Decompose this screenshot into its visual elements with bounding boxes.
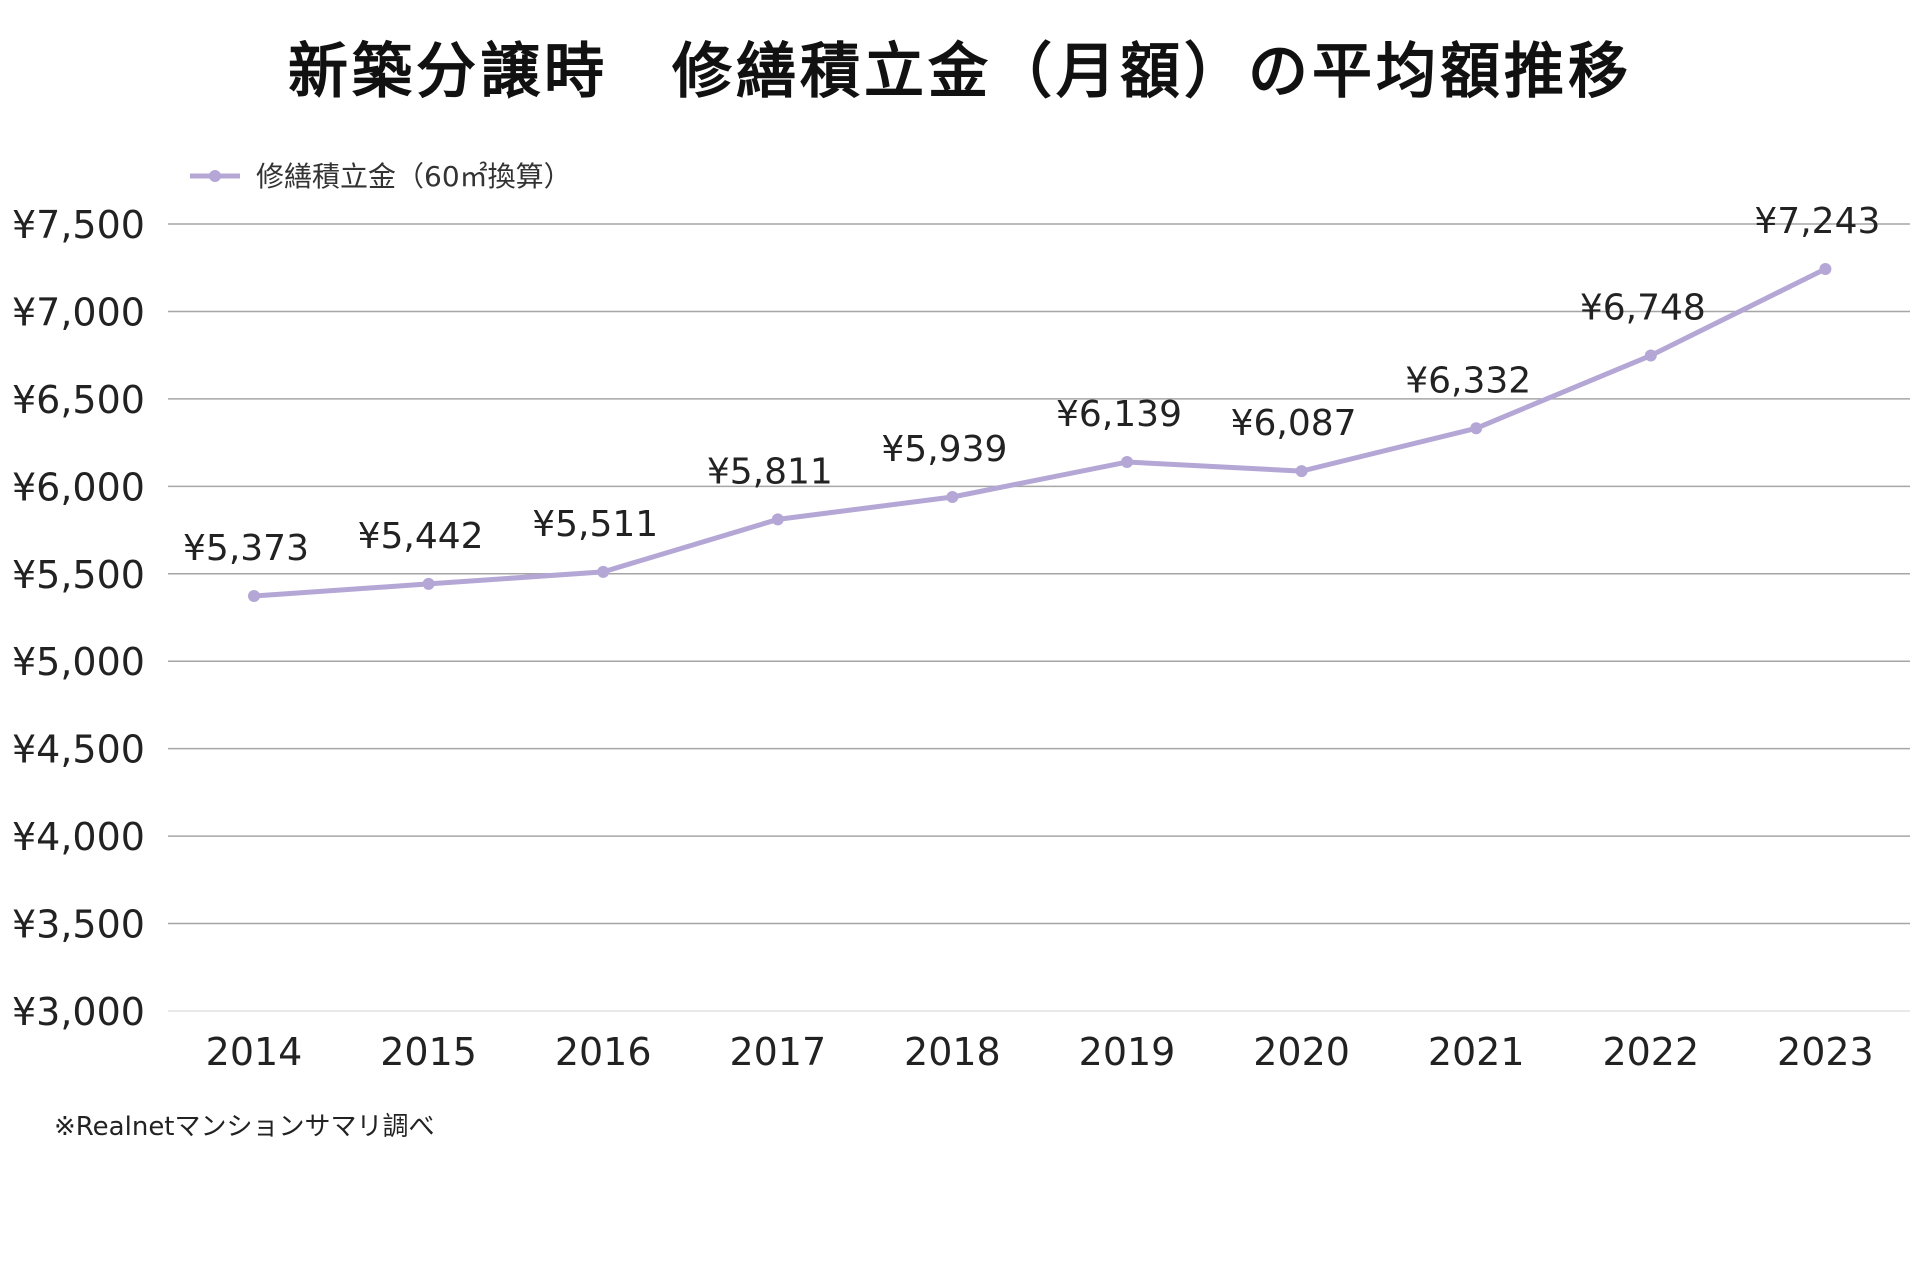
y-tick-label: ¥4,000 xyxy=(12,815,145,859)
y-tick-label: ¥6,500 xyxy=(12,378,145,422)
y-tick-label: ¥4,500 xyxy=(12,728,145,772)
legend: 修繕積立金（60㎡換算） xyxy=(190,160,572,193)
footnote: ※Realnetマンションサマリ調べ xyxy=(54,1112,435,1142)
y-tick-label: ¥6,000 xyxy=(12,465,145,509)
data-label: ¥5,442 xyxy=(358,516,484,557)
series-line xyxy=(251,266,1828,599)
y-tick-label: ¥7,500 xyxy=(12,203,145,247)
data-point xyxy=(1121,456,1133,469)
y-tick-label: ¥3,000 xyxy=(12,990,145,1034)
data-label: ¥6,139 xyxy=(1056,394,1182,435)
data-label: ¥6,332 xyxy=(1405,360,1531,401)
data-label: ¥6,087 xyxy=(1231,403,1357,444)
x-tick-label: 2017 xyxy=(729,1030,826,1074)
y-tick-label: ¥5,500 xyxy=(12,553,145,597)
x-axis-ticks: 2014 2015 2016 2017 2018 2019 2020 2021 2022 2023 xyxy=(206,1030,1874,1074)
data-label: ¥5,373 xyxy=(183,528,309,569)
data-label: ¥5,811 xyxy=(707,451,833,492)
y-axis-ticks: ¥3,000 ¥3,500 ¥4,000 ¥4,500 ¥5,000 ¥5,500 ¥6,0… xyxy=(12,203,145,1034)
legend-dot-marker xyxy=(209,170,221,182)
data-point xyxy=(771,513,784,526)
x-tick-label: 2015 xyxy=(380,1030,477,1074)
gridlines xyxy=(168,223,1910,1012)
y-tick-label: ¥3,500 xyxy=(12,903,145,947)
data-point xyxy=(248,589,260,602)
data-point xyxy=(1644,349,1657,362)
data-label: ¥6,748 xyxy=(1580,288,1706,329)
data-point xyxy=(946,491,959,504)
y-tick-label: ¥5,000 xyxy=(12,640,145,684)
data-point xyxy=(1470,422,1483,435)
x-tick-label: 2018 xyxy=(904,1030,1001,1074)
x-tick-label: 2021 xyxy=(1428,1030,1525,1074)
data-label: ¥5,511 xyxy=(532,504,658,545)
x-tick-label: 2019 xyxy=(1079,1030,1176,1074)
x-tick-label: 2022 xyxy=(1602,1030,1699,1074)
x-tick-label: 2016 xyxy=(555,1030,652,1074)
data-labels: ¥5,373 ¥5,442 ¥5,511 ¥5,811 ¥5,939 ¥6,139 ¥6,0… xyxy=(183,201,1880,569)
data-point xyxy=(1295,465,1308,478)
x-tick-label: 2020 xyxy=(1253,1030,1350,1074)
series-group xyxy=(248,262,1832,602)
legend-label: 修繕積立金（60㎡換算） xyxy=(256,160,572,193)
data-point xyxy=(597,565,610,578)
chart-title: 新築分譲時 修繕積立金（月額）の平均額推移 xyxy=(288,37,1632,107)
data-point xyxy=(422,577,435,590)
data-label: ¥7,243 xyxy=(1754,201,1880,242)
x-tick-label: 2014 xyxy=(206,1030,303,1074)
data-point xyxy=(1819,262,1832,275)
data-label: ¥5,939 xyxy=(881,429,1007,470)
y-tick-label: ¥7,000 xyxy=(12,290,145,334)
x-tick-label: 2023 xyxy=(1777,1030,1874,1074)
